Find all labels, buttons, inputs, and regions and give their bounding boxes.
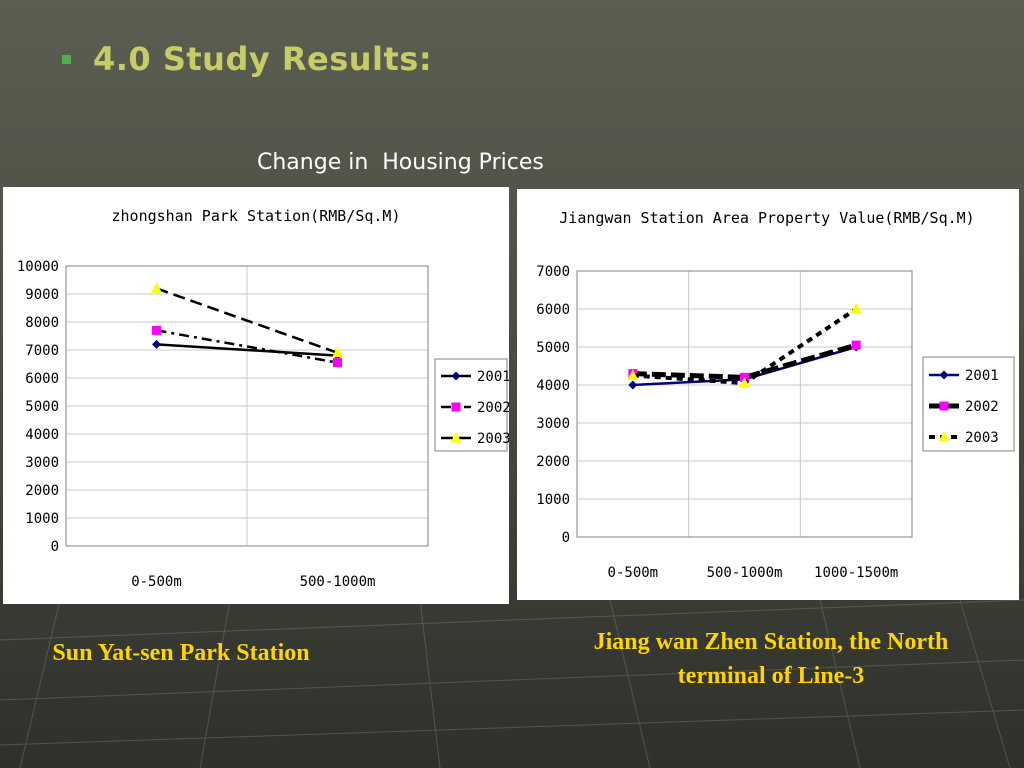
series-2003: [627, 303, 862, 388]
y-tick-label: 5000: [536, 340, 570, 356]
legend-label-2001: 2001: [477, 369, 509, 385]
legend-marker-2003: [938, 431, 950, 442]
y-tick-label: 3000: [25, 455, 59, 471]
series-line-2001: [156, 343, 338, 357]
chart-title: Jiangwan Station Area Property Value(RMB…: [559, 209, 974, 227]
data-point-2003: [850, 303, 862, 314]
legend-label-2001: 2001: [965, 368, 999, 384]
slide-subtitle: Change in Housing Prices: [257, 150, 544, 175]
x-tick-label: 0-500m: [608, 565, 659, 581]
caption-right-line1: Jiang wan Zhen Station, the North: [593, 629, 949, 655]
legend-label-2003: 2003: [965, 430, 999, 446]
legend-marker-2001: [939, 370, 949, 380]
caption-left: Sun Yat-sen Park Station: [52, 640, 310, 666]
legend-label-2003: 2003: [477, 431, 509, 447]
y-tick-label: 6000: [536, 302, 570, 318]
data-point-2003: [739, 377, 750, 388]
x-tick-label: 1000-1500m: [814, 565, 898, 581]
y-tick-label: 7000: [25, 343, 59, 359]
slide-title-row: 4.0 Study Results:: [62, 40, 432, 78]
series-line-2003: [632, 307, 858, 386]
x-tick-label: 0-500m: [131, 574, 182, 590]
chart-title: zhongshan Park Station(RMB/Sq.M): [112, 207, 401, 225]
data-point-2002: [152, 325, 161, 335]
legend-marker-2003: [450, 432, 462, 443]
legend-marker-2002: [451, 402, 461, 412]
series-line-2002: [156, 329, 338, 364]
bullet-icon: [62, 54, 71, 64]
legend-marker-2001: [451, 371, 461, 381]
y-tick-label: 1000: [25, 511, 59, 527]
series-2002: [152, 325, 342, 368]
data-point-2003: [627, 369, 639, 380]
series-line-2002: [632, 342, 857, 380]
caption-right: Jiang wan Zhen Station, the North termin…: [548, 625, 994, 693]
caption-right-line2: terminal of Line-3: [677, 663, 865, 689]
y-tick-label: 9000: [25, 287, 59, 303]
y-tick-label: 1000: [536, 492, 570, 508]
legend-label-2002: 2002: [965, 399, 999, 415]
y-tick-label: 2000: [25, 483, 59, 499]
chart-jiangwan-station: Jiangwan Station Area Property Value(RMB…: [536, 209, 1015, 581]
y-tick-label: 8000: [25, 315, 59, 331]
plot-area: [65, 265, 429, 547]
chart-panel-left: zhongshan Park Station(RMB/Sq.M) 0 1000 200…: [3, 187, 511, 604]
chart-zhongshan-park: zhongshan Park Station(RMB/Sq.M) 0 1000 200…: [17, 207, 511, 590]
data-point-2003: [151, 282, 162, 293]
y-tick-label: 6000: [25, 371, 59, 387]
y-tick-label: 7000: [536, 264, 570, 280]
series-2003: [151, 282, 343, 358]
y-tick-label: 2000: [536, 454, 570, 470]
x-tick-label: 500-1000m: [707, 565, 783, 581]
data-point-2001: [152, 339, 161, 349]
slide-title: 4.0 Study Results:: [93, 40, 433, 78]
data-point-2001: [628, 380, 638, 390]
y-tick-label: 4000: [25, 427, 59, 443]
y-tick-label: 10000: [17, 259, 59, 275]
series-line-2003: [156, 287, 338, 354]
data-point-2002: [333, 358, 342, 368]
data-point-2003: [332, 346, 343, 358]
plot-area: [576, 270, 913, 538]
y-tick-label: 0: [562, 530, 570, 546]
legend-label-2002: 2002: [477, 400, 509, 416]
y-tick-label: 4000: [536, 378, 570, 394]
chart-panel-right: Jiangwan Station Area Property Value(RMB…: [517, 189, 1019, 600]
legend-marker-2002: [939, 401, 949, 411]
data-point-2002: [851, 340, 861, 350]
y-tick-label: 3000: [536, 416, 570, 432]
x-tick-label: 500-1000m: [300, 574, 376, 590]
chart-legend: [434, 358, 508, 452]
y-tick-label: 0: [51, 539, 59, 555]
y-tick-label: 5000: [25, 399, 59, 415]
